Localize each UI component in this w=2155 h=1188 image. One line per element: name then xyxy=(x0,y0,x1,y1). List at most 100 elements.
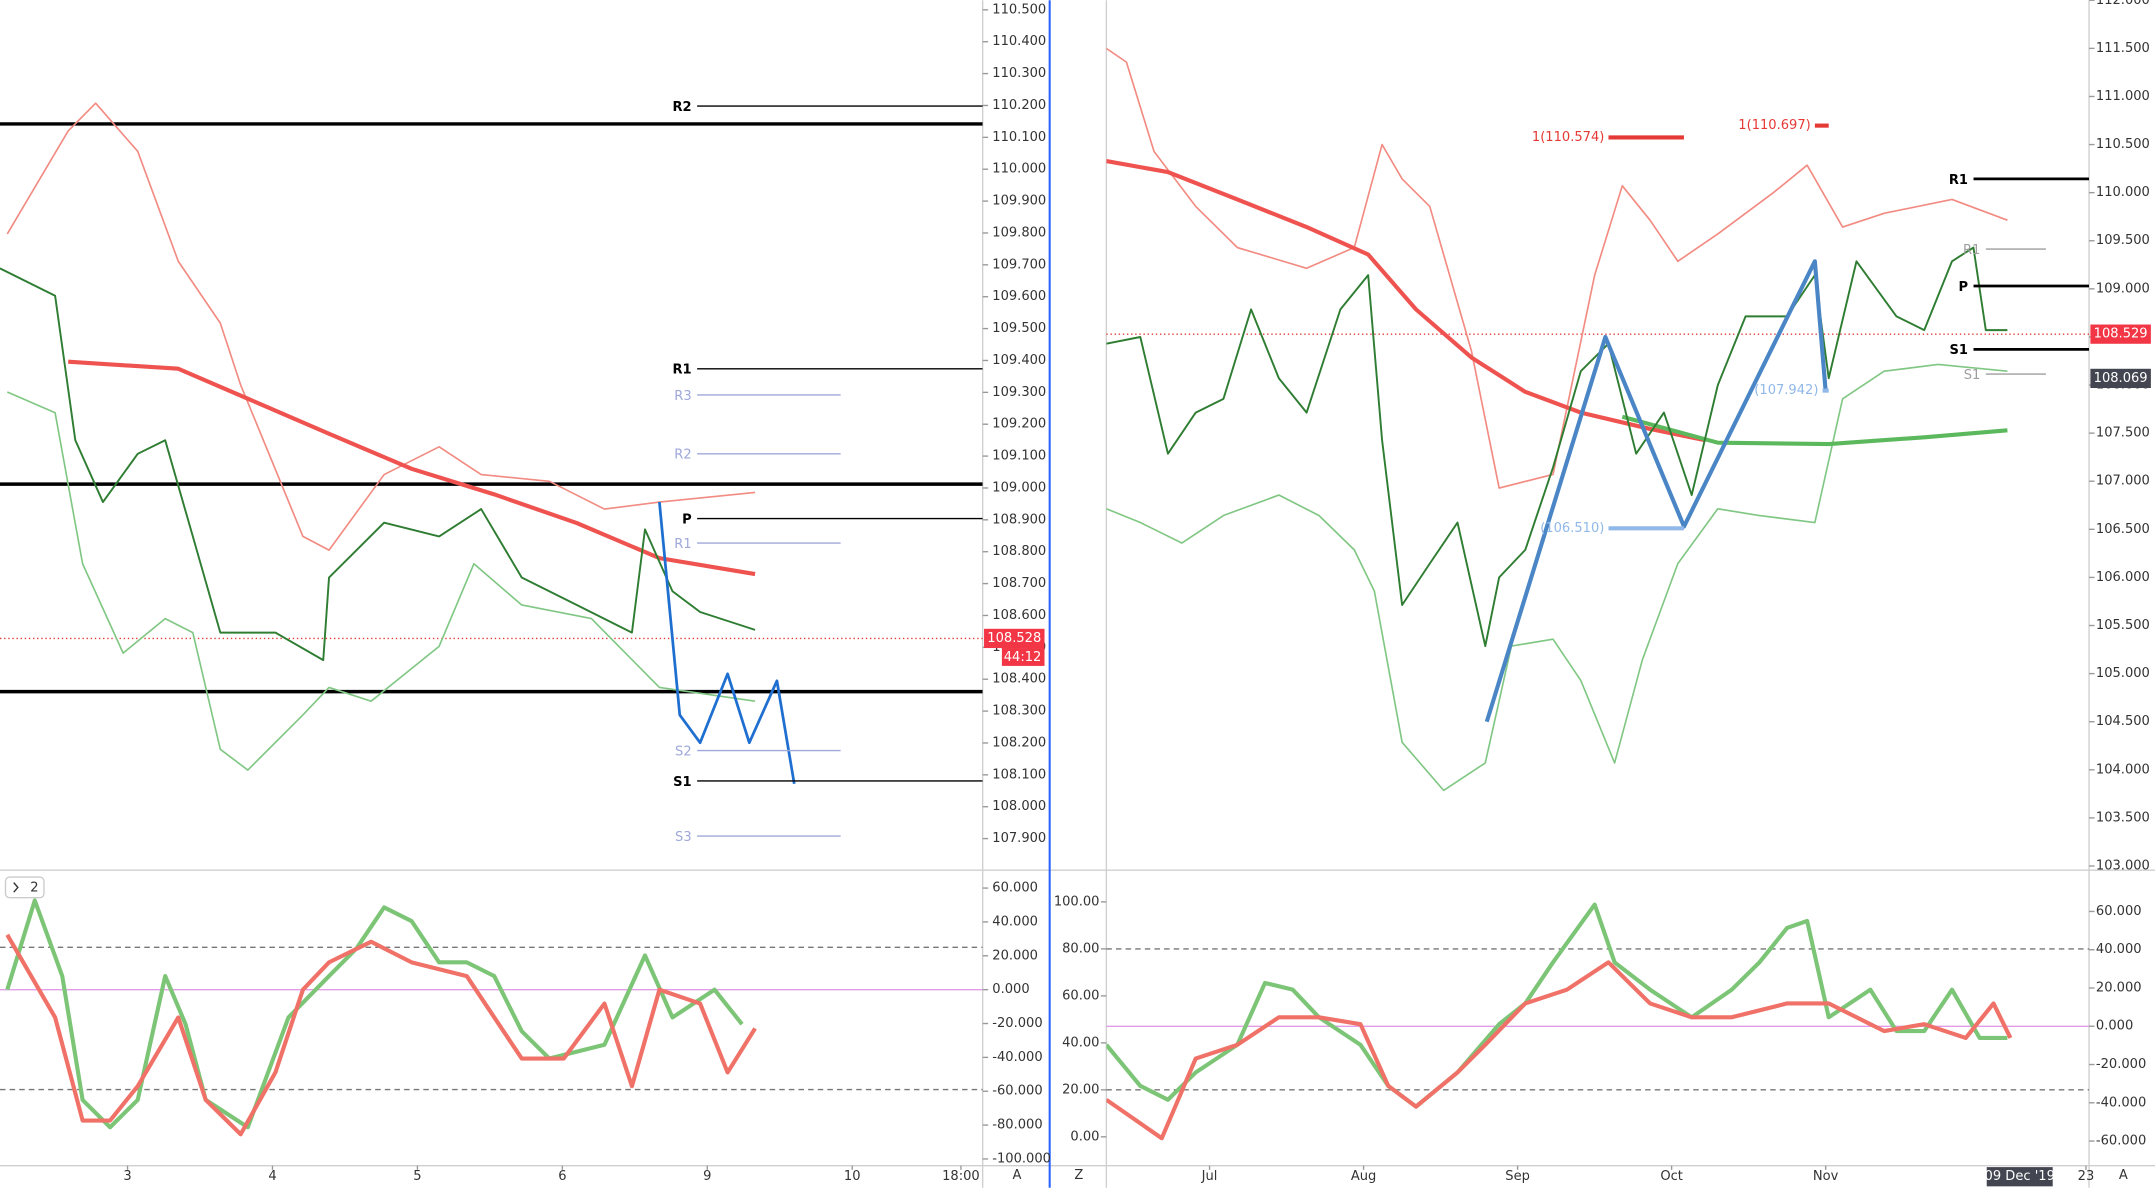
x-tick-label: 4 xyxy=(268,1169,276,1184)
series-line xyxy=(1106,246,2008,648)
x-tick-label: Nov xyxy=(1813,1169,1839,1184)
y-tick-label: -60.000 xyxy=(992,1084,1042,1099)
y-tick-label: 108.300 xyxy=(992,704,1046,719)
y-tick-label: -80.000 xyxy=(992,1118,1042,1133)
y-tick-label: 80.00 xyxy=(1062,941,1099,956)
y-tick-label: 109.000 xyxy=(2096,281,2150,296)
y-tick-label: 109.000 xyxy=(992,480,1046,495)
active-panel-border xyxy=(1048,0,1051,1188)
pivot-label: S1 xyxy=(1964,368,1981,383)
x-tick-label: 23 xyxy=(2078,1169,2095,1184)
countdown-label: 44:12 xyxy=(1004,650,1042,665)
last-price-box xyxy=(2090,324,2151,344)
y-tick-label: 110.100 xyxy=(992,130,1046,145)
y-tick-label: 107.500 xyxy=(2096,426,2150,441)
y-tick-label: 108.600 xyxy=(992,608,1046,623)
y-tick-label: 40.000 xyxy=(992,914,1038,929)
x-tick-label: Aug xyxy=(1351,1169,1376,1184)
series-line xyxy=(6,391,756,771)
series-line xyxy=(1484,259,1828,723)
y-tick-label: 106.500 xyxy=(2096,522,2150,537)
y-tick-label: 108.900 xyxy=(992,512,1046,527)
x-tick-label: 9 xyxy=(703,1169,711,1184)
y-tick-label: 107.000 xyxy=(2096,474,2150,489)
series-line xyxy=(1106,159,1705,442)
y-tick-label: 108.100 xyxy=(992,767,1046,782)
x-tick-label: 18:00 xyxy=(942,1169,980,1184)
y-tick-label: 0.000 xyxy=(992,982,1029,997)
chevron-icon xyxy=(13,882,19,893)
series-line xyxy=(1106,47,2008,489)
y-tick-label: 105.500 xyxy=(2096,618,2150,633)
y-tick-label: 100.00 xyxy=(1054,894,1100,909)
y-tick-label: 104.500 xyxy=(2096,714,2150,729)
y-tick-label: 110.000 xyxy=(2096,185,2150,200)
y2-tick-label: 0.000 xyxy=(2096,1019,2133,1034)
pane-toggle[interactable] xyxy=(4,876,45,899)
y2-tick-label: 20.000 xyxy=(2096,980,2142,995)
y-tick-label: 112.000 xyxy=(2096,0,2150,8)
pane-label: 2 xyxy=(30,881,38,896)
x-tick-label: Jul xyxy=(1201,1169,1218,1184)
y-tick-label: 103.500 xyxy=(2096,810,2150,825)
y-tick-label: 0.00 xyxy=(1070,1129,1099,1144)
y-tick-label: 109.800 xyxy=(992,225,1046,240)
y2-tick-label: -20.000 xyxy=(2096,1057,2146,1072)
y-tick-label: 109.700 xyxy=(992,257,1046,272)
annotation-label: 1(110.574) xyxy=(1532,130,1604,145)
y-tick-label: 108.000 xyxy=(992,799,1046,814)
series-line xyxy=(0,267,756,662)
x-tick-label: 6 xyxy=(558,1169,566,1184)
y-tick-label: 108.400 xyxy=(992,672,1046,687)
pivot-label: R1 xyxy=(1963,243,1980,258)
y2-tick-label: -60.000 xyxy=(2096,1134,2146,1149)
x-tick-label: Oct xyxy=(1660,1169,1683,1184)
y-tick-label: 20.000 xyxy=(992,948,1038,963)
y-tick-label: -20.000 xyxy=(992,1016,1042,1031)
scale-button[interactable]: A xyxy=(1013,1168,1022,1183)
plot-area xyxy=(1106,902,2090,1141)
pivot-label: R1 xyxy=(673,363,692,378)
series-line xyxy=(5,933,757,1137)
y-tick-label: 110.500 xyxy=(992,2,1046,17)
scale-button[interactable]: A xyxy=(2119,1168,2128,1183)
pivot-label: R1 xyxy=(1949,173,1968,188)
series-line xyxy=(658,501,796,785)
pivot-label: R2 xyxy=(673,100,692,115)
y-tick-label: 109.900 xyxy=(992,194,1046,209)
y-tick-label: 109.600 xyxy=(992,289,1046,304)
plot-area xyxy=(0,102,983,837)
series-line xyxy=(6,102,756,551)
y-tick-label: 105.000 xyxy=(2096,666,2150,681)
y-tick-label: 60.00 xyxy=(1062,988,1099,1003)
pivot-label: P xyxy=(1958,280,1968,295)
y2-tick-label: -40.000 xyxy=(2096,1095,2146,1110)
series-line xyxy=(1621,414,2008,447)
pivot-label: S2 xyxy=(675,744,692,759)
y-tick-label: 110.400 xyxy=(992,34,1046,49)
y2-tick-label: 40.000 xyxy=(2096,942,2142,957)
annotation-label: (106.510) xyxy=(1540,521,1604,536)
last-price-label: 108.529 xyxy=(2094,327,2148,342)
x-tick-label: Sep xyxy=(1505,1169,1530,1184)
y-tick-label: 103.000 xyxy=(2096,858,2150,873)
y-tick-label: 40.00 xyxy=(1062,1035,1099,1050)
plot-area xyxy=(0,898,983,1137)
other-price-label: 108.069 xyxy=(2094,371,2148,386)
zoom-button[interactable]: Z xyxy=(1074,1168,1083,1183)
annotation-label: 1(110.697) xyxy=(1738,118,1810,133)
pivot-label: R2 xyxy=(674,448,691,463)
crosshair-date-box xyxy=(1986,1167,2053,1187)
pivot-label: S1 xyxy=(1950,343,1968,358)
x-tick-label: 10 xyxy=(844,1169,861,1184)
y-tick-label: 109.200 xyxy=(992,417,1046,432)
y-tick-label: 106.000 xyxy=(2096,570,2150,585)
y-tick-label: -100.000 xyxy=(992,1151,1051,1166)
y-tick-label: 107.900 xyxy=(992,831,1046,846)
series-line xyxy=(1106,902,2008,1109)
y-tick-label: 108.200 xyxy=(992,735,1046,750)
other-price-box xyxy=(2090,368,2151,389)
pivot-label: R1 xyxy=(674,537,691,552)
